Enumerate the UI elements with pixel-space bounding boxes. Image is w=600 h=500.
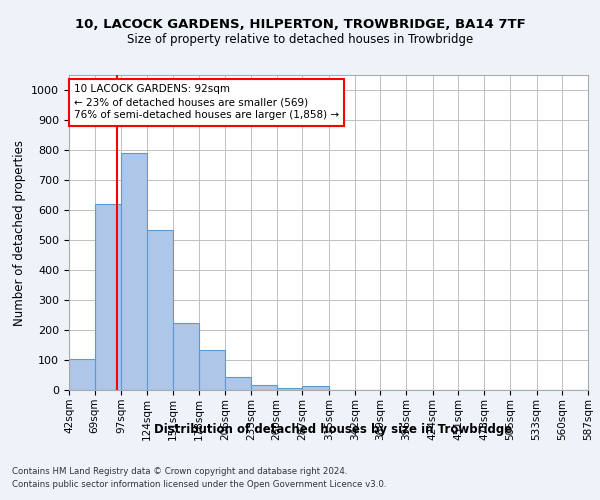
Bar: [199, 350, 225, 390]
Text: Size of property relative to detached houses in Trowbridge: Size of property relative to detached ho…: [127, 32, 473, 46]
Bar: [173, 324, 199, 390]
Bar: [225, 378, 251, 390]
Bar: [69, 358, 95, 390]
Bar: [147, 230, 173, 390]
Bar: [251, 384, 277, 390]
Text: Distribution of detached houses by size in Trowbridge: Distribution of detached houses by size …: [154, 422, 512, 436]
Text: Contains HM Land Registry data © Crown copyright and database right 2024.: Contains HM Land Registry data © Crown c…: [12, 468, 347, 476]
Text: 10 LACOCK GARDENS: 92sqm
← 23% of detached houses are smaller (569)
76% of semi-: 10 LACOCK GARDENS: 92sqm ← 23% of detach…: [74, 84, 339, 120]
Bar: [302, 386, 329, 390]
Bar: [121, 153, 147, 390]
Text: Contains public sector information licensed under the Open Government Licence v3: Contains public sector information licen…: [12, 480, 386, 489]
Text: 10, LACOCK GARDENS, HILPERTON, TROWBRIDGE, BA14 7TF: 10, LACOCK GARDENS, HILPERTON, TROWBRIDG…: [74, 18, 526, 30]
Bar: [95, 204, 121, 390]
Bar: [277, 388, 302, 390]
Y-axis label: Number of detached properties: Number of detached properties: [13, 140, 26, 326]
